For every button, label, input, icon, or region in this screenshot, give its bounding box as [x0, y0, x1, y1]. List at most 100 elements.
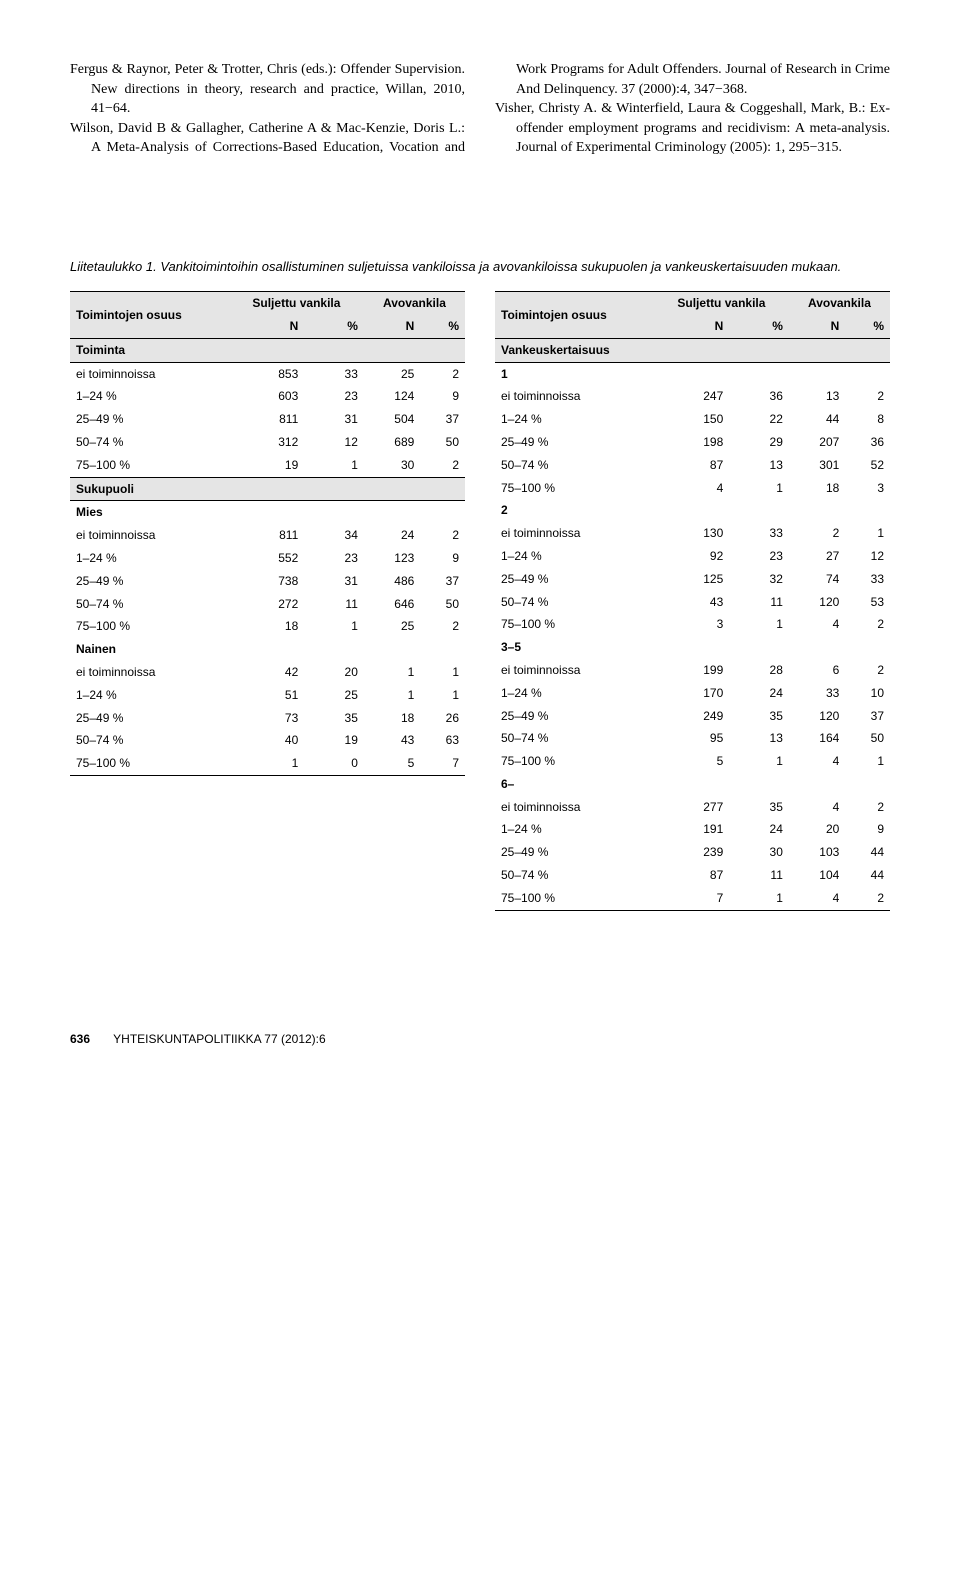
table-caption: Liitetaulukko 1. Vankitoimintoihin osall…: [70, 258, 890, 276]
row-label: 50–74 %: [495, 727, 654, 750]
row-label: 1–24 %: [495, 545, 654, 568]
row-label: ei toiminnoissa: [70, 524, 229, 547]
cell-value: 11: [729, 864, 789, 887]
table-row: ei toiminnoissa85333252: [70, 362, 465, 385]
cell-value: 2: [845, 385, 890, 408]
table-row: 1–24 %19124209: [495, 818, 890, 841]
col-header-suljettu: Suljettu vankila: [229, 292, 364, 315]
table-row: 1–24 %15022448: [495, 408, 890, 431]
cell-value: 247: [654, 385, 729, 408]
col-sub-n: N: [654, 315, 729, 338]
col-header-suljettu: Suljettu vankila: [654, 292, 789, 315]
row-label: ei toiminnoissa: [70, 661, 229, 684]
cell-value: 1: [845, 522, 890, 545]
table-row: 75–100 %5141: [495, 750, 890, 773]
table-row: 25–49 %73351826: [70, 707, 465, 730]
cell-value: 207: [789, 431, 845, 454]
col-sub-pct: %: [729, 315, 789, 338]
cell-value: 2: [845, 659, 890, 682]
reference-item: Fergus & Raynor, Peter & Trotter, Chris …: [70, 60, 465, 119]
cell-value: 1: [304, 615, 364, 638]
right-table: Toimintojen osuus Suljettu vankila Avova…: [495, 291, 890, 911]
cell-value: 2: [845, 887, 890, 910]
table-row: 25–49 %2393010344: [495, 841, 890, 864]
table-row: ei toiminnoissa422011: [70, 661, 465, 684]
cell-value: 199: [654, 659, 729, 682]
cell-value: 73: [229, 707, 304, 730]
cell-value: 33: [304, 362, 364, 385]
cell-value: 36: [845, 431, 890, 454]
col-sub-n: N: [364, 315, 420, 338]
cell-value: 40: [229, 729, 304, 752]
row-label: 75–100 %: [495, 613, 654, 636]
cell-value: 50: [420, 593, 465, 616]
cell-value: 23: [304, 547, 364, 570]
cell-value: 24: [729, 818, 789, 841]
cell-value: 63: [420, 729, 465, 752]
cell-value: 1: [845, 750, 890, 773]
cell-value: 29: [729, 431, 789, 454]
cell-value: 35: [729, 705, 789, 728]
cell-value: 3: [845, 477, 890, 500]
cell-value: 738: [229, 570, 304, 593]
cell-value: 1: [729, 750, 789, 773]
cell-value: 87: [654, 864, 729, 887]
row-label: 25–49 %: [495, 568, 654, 591]
cell-value: 33: [845, 568, 890, 591]
row-label: 25–49 %: [495, 841, 654, 864]
cell-value: 30: [729, 841, 789, 864]
row-label: 1–24 %: [495, 818, 654, 841]
subsection-header: Nainen: [70, 638, 465, 661]
cell-value: 646: [364, 593, 420, 616]
cell-value: 2: [420, 524, 465, 547]
row-label: 1–24 %: [70, 547, 229, 570]
row-label: 75–100 %: [70, 454, 229, 477]
cell-value: 486: [364, 570, 420, 593]
table-row: 75–100 %181252: [70, 615, 465, 638]
row-label: 1–24 %: [495, 682, 654, 705]
subsection-header: 1: [495, 362, 890, 385]
cell-value: 272: [229, 593, 304, 616]
cell-value: 103: [789, 841, 845, 864]
cell-value: 130: [654, 522, 729, 545]
cell-value: 5: [364, 752, 420, 775]
row-label: 50–74 %: [495, 864, 654, 887]
subsection-header: 2: [495, 499, 890, 522]
row-label: 25–49 %: [495, 705, 654, 728]
table-row: 75–100 %191302: [70, 454, 465, 477]
cell-value: 5: [654, 750, 729, 773]
cell-value: 44: [789, 408, 845, 431]
cell-value: 4: [789, 613, 845, 636]
table-row: 50–74 %951316450: [495, 727, 890, 750]
cell-value: 20: [789, 818, 845, 841]
row-label: 75–100 %: [70, 615, 229, 638]
cell-value: 1: [364, 661, 420, 684]
cell-value: 30: [364, 454, 420, 477]
cell-value: 35: [304, 707, 364, 730]
cell-value: 31: [304, 408, 364, 431]
table-row: 1–24 %603231249: [70, 385, 465, 408]
cell-value: 43: [364, 729, 420, 752]
cell-value: 2: [420, 362, 465, 385]
cell-value: 19: [304, 729, 364, 752]
cell-value: 28: [729, 659, 789, 682]
cell-value: 52: [845, 454, 890, 477]
cell-value: 1: [420, 684, 465, 707]
cell-value: 7: [654, 887, 729, 910]
cell-value: 1: [729, 887, 789, 910]
cell-value: 37: [845, 705, 890, 728]
cell-value: 2: [789, 522, 845, 545]
row-label: 50–74 %: [495, 591, 654, 614]
cell-value: 25: [364, 615, 420, 638]
cell-value: 1: [364, 684, 420, 707]
cell-value: 1: [304, 454, 364, 477]
table-row: ei toiminnoissa1303321: [495, 522, 890, 545]
cell-value: 13: [789, 385, 845, 408]
table-row: 75–100 %1057: [70, 752, 465, 775]
col-sub-pct: %: [420, 315, 465, 338]
section-header: Vankeuskertaisuus: [495, 338, 890, 362]
cell-value: 31: [304, 570, 364, 593]
cell-value: 301: [789, 454, 845, 477]
cell-value: 12: [304, 431, 364, 454]
row-label: ei toiminnoissa: [495, 385, 654, 408]
